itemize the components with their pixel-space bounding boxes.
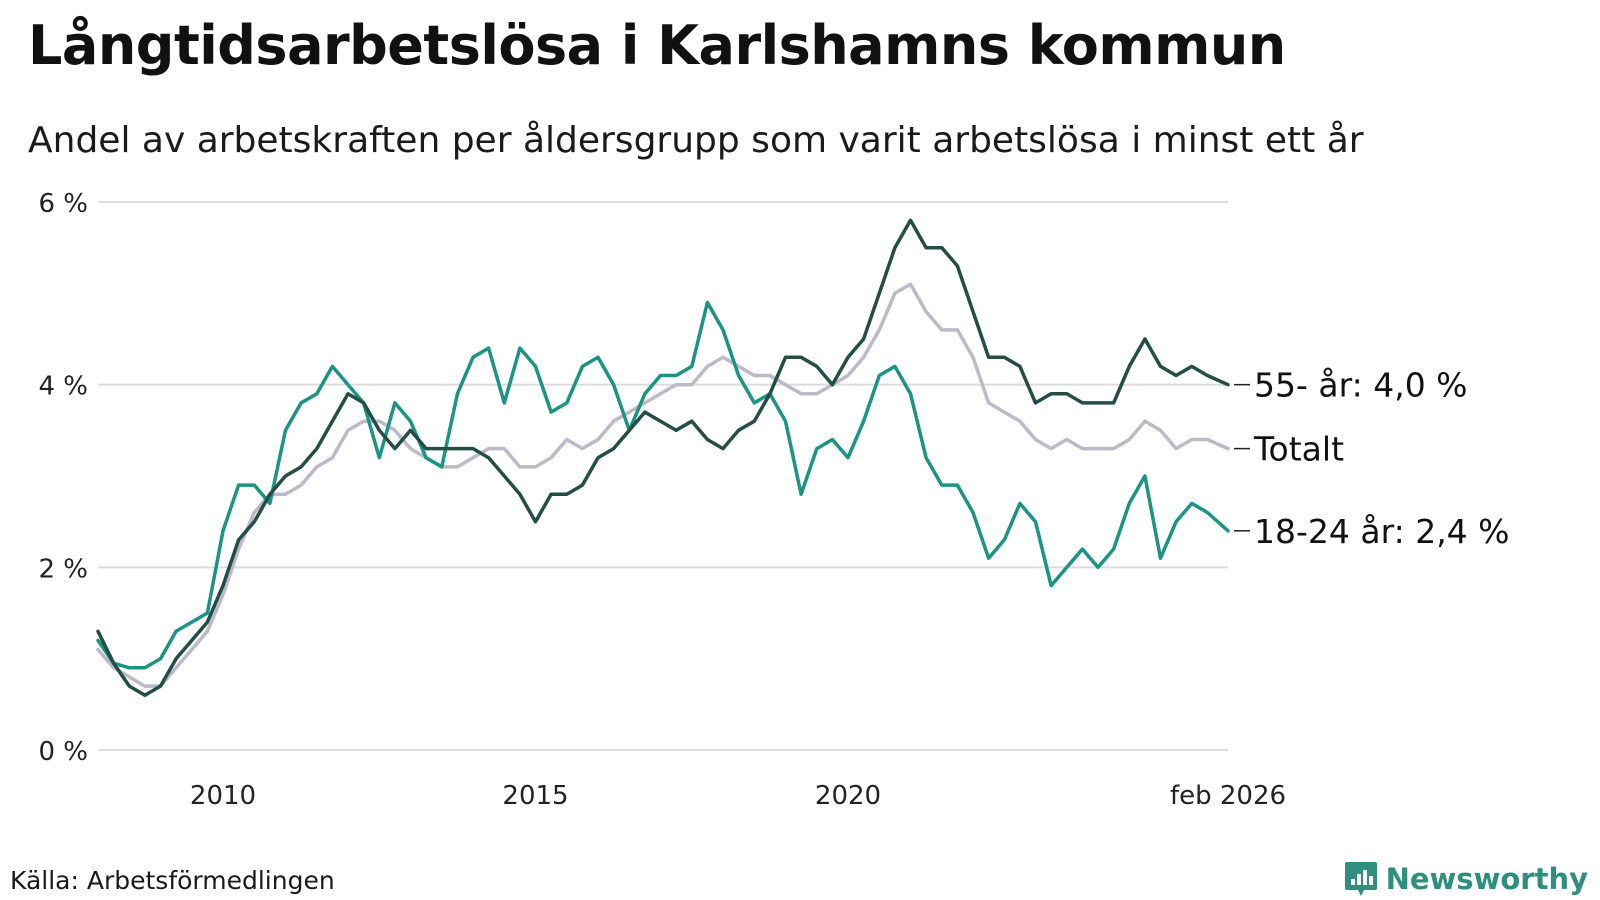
series-line-18-24-r	[96, 300, 1230, 670]
x-tick-label: 2020	[815, 781, 881, 811]
axes: 0 % 2 % 4 % 6 % 2010 2015 2020 feb 2026	[38, 189, 1286, 811]
y-tick-label: 0 %	[38, 737, 88, 767]
gridlines	[98, 201, 1228, 751]
series-end-label: 55- år: 4,0 %	[1254, 366, 1468, 405]
x-tick-label: 2010	[190, 781, 256, 811]
brand-logo: Newsworthy	[1344, 860, 1588, 898]
series-line-55-r	[96, 218, 1230, 697]
y-tick-label: 6 %	[38, 189, 88, 219]
series-end-label: Totalt	[1253, 430, 1344, 469]
x-tick-label: 2015	[502, 781, 568, 811]
series-line-totalt	[96, 282, 1230, 688]
series-labels: 55- år: 4,0 % Totalt 18-24 år: 2,4 %	[1234, 366, 1510, 551]
chart-title: Långtidsarbetslösa i Karlshamns kommun	[28, 14, 1286, 77]
y-tick-label: 2 %	[38, 554, 88, 584]
brand-name: Newsworthy	[1385, 862, 1588, 896]
y-tick-label: 4 %	[38, 372, 88, 402]
chart-subtitle: Andel av arbetskraften per åldersgrupp s…	[28, 120, 1364, 161]
source-note: Källa: Arbetsförmedlingen	[10, 866, 335, 895]
x-tick-label: feb 2026	[1170, 781, 1286, 811]
series-lines	[96, 218, 1230, 697]
bar-chart-badge-icon	[1344, 862, 1377, 896]
series-end-label: 18-24 år: 2,4 %	[1254, 512, 1510, 551]
